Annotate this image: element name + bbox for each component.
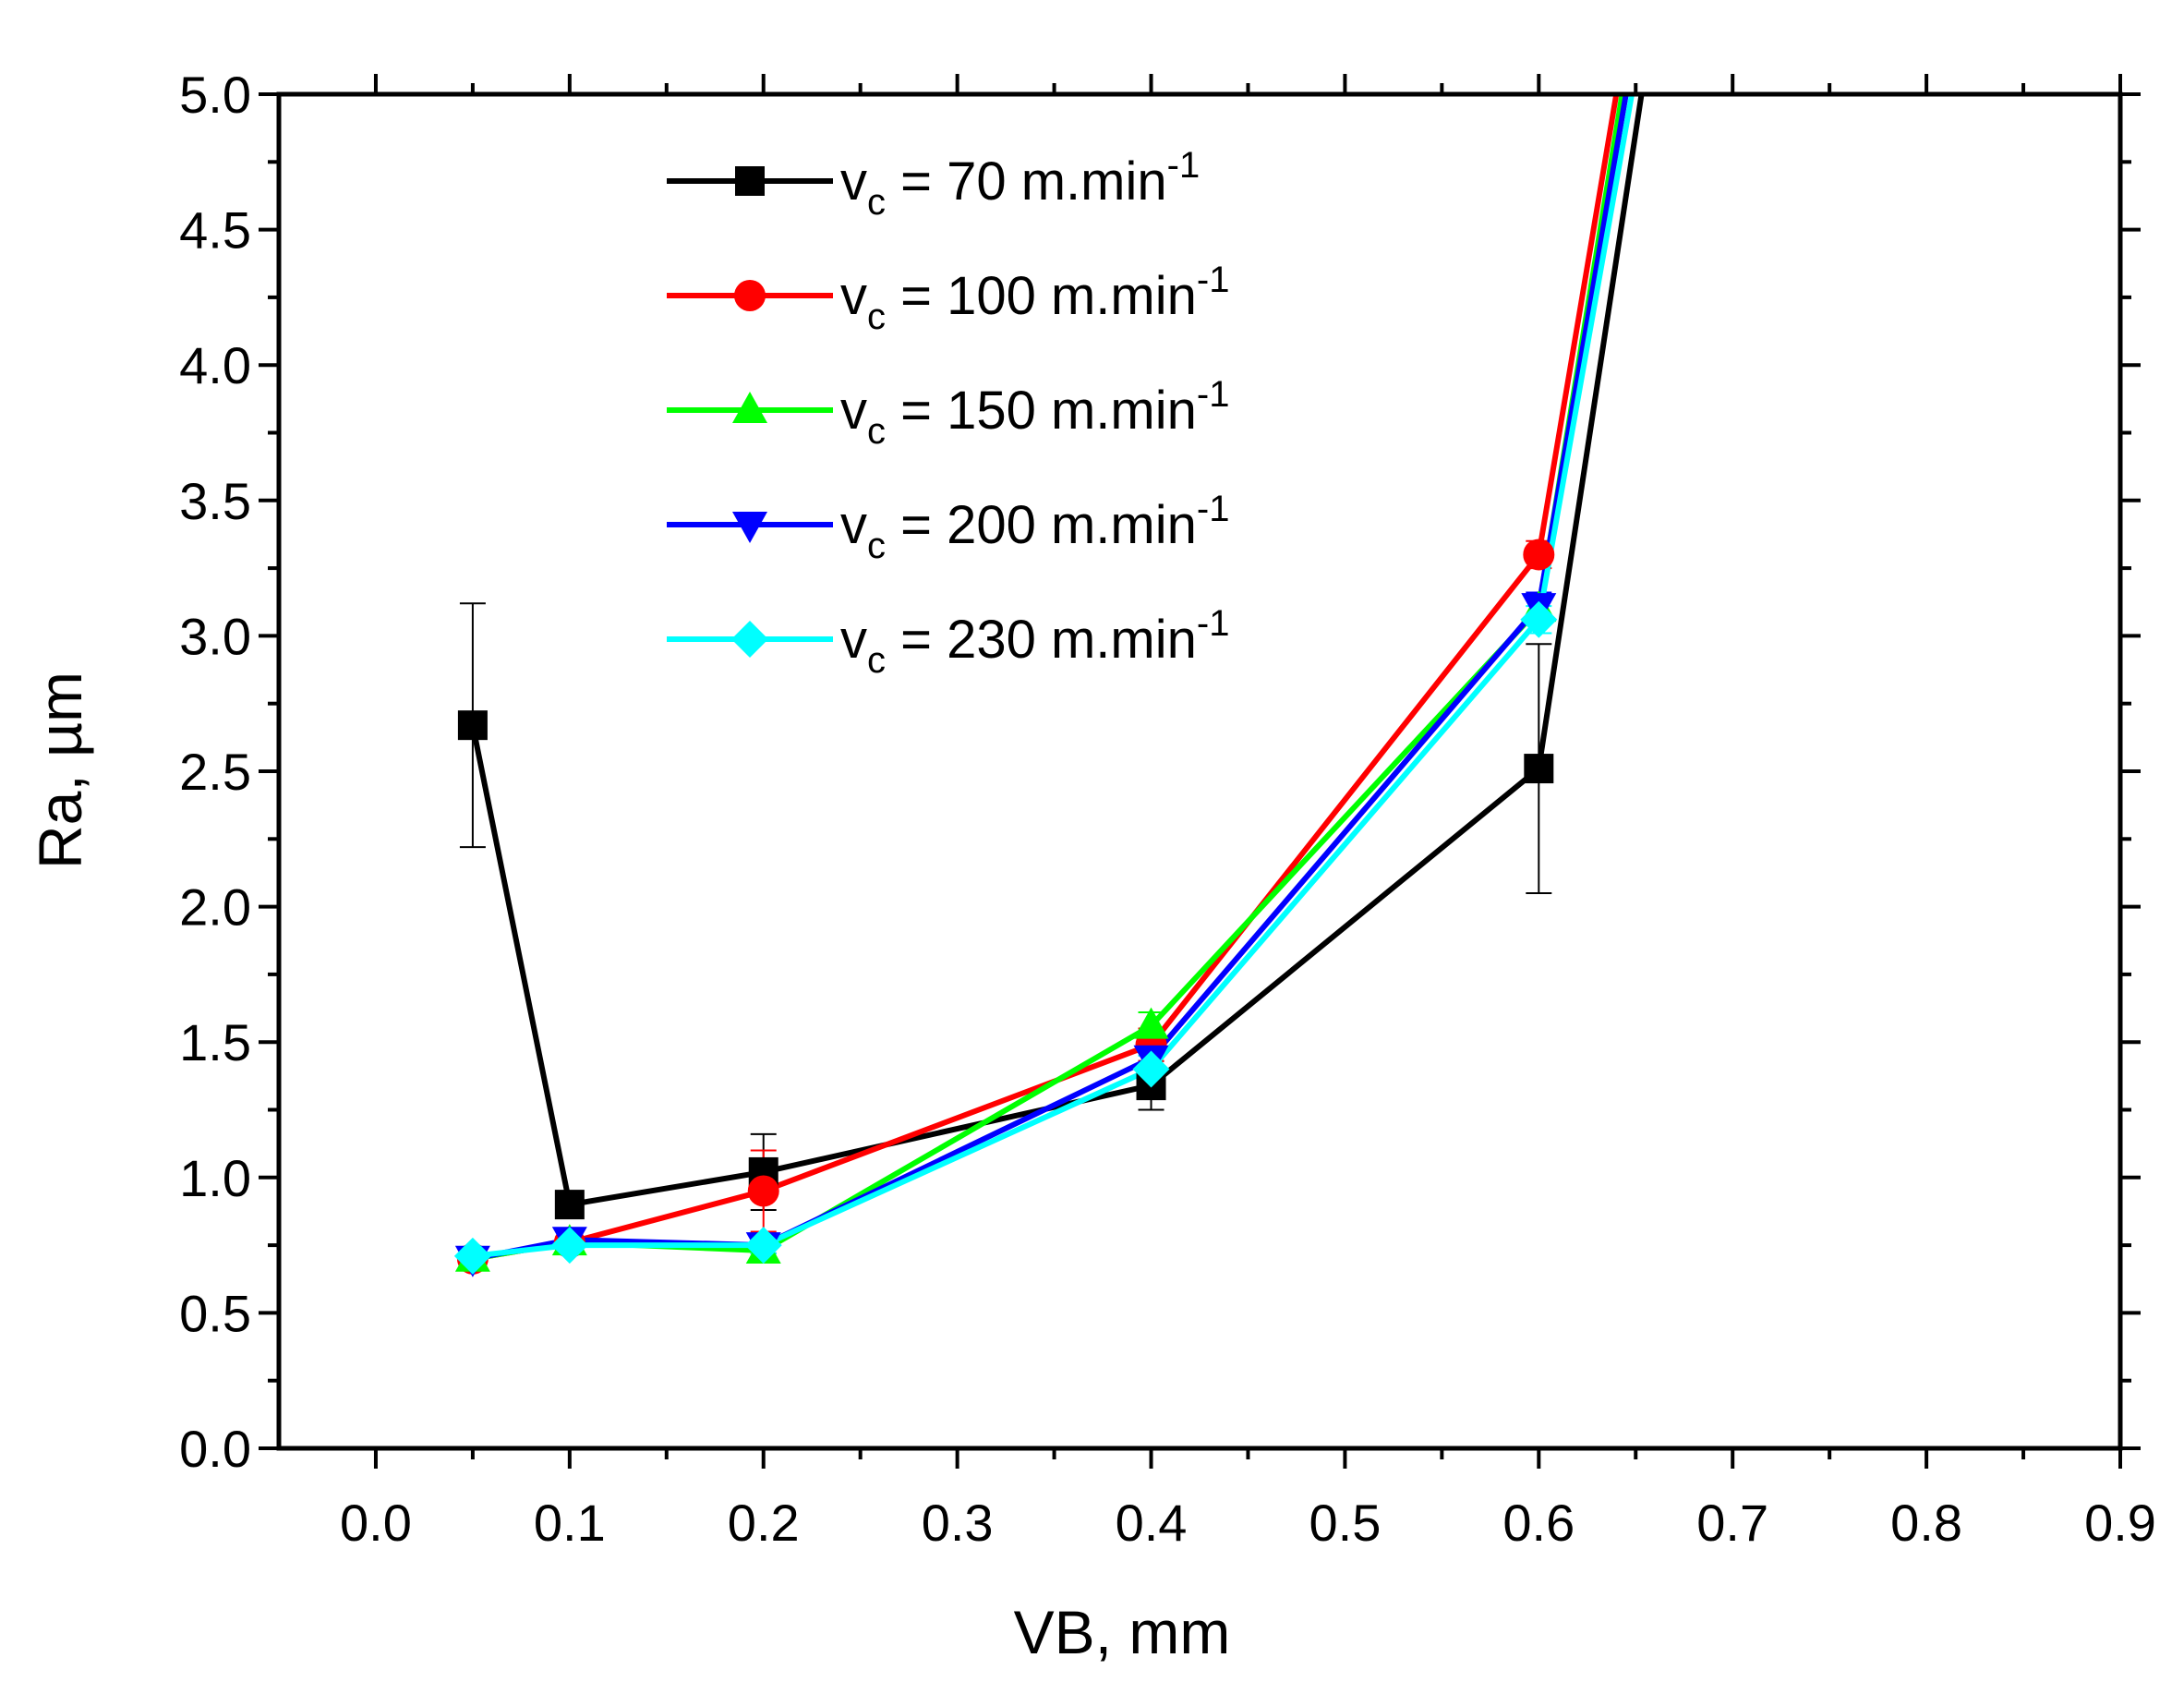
legend-marker	[732, 392, 767, 423]
data-point	[554, 1190, 585, 1220]
x-tick-label: 0.6	[1502, 1494, 1575, 1552]
data-point	[1132, 1050, 1170, 1088]
legend-label: vc = 230 m.min-1	[840, 603, 1229, 681]
y-axis-label: Ra, µm	[26, 672, 94, 869]
y-tick-label: 0.0	[179, 1420, 251, 1478]
x-axis-label: VB, mm	[1014, 1598, 1231, 1666]
legend-label: vc = 200 m.min-1	[840, 489, 1229, 566]
x-tick-label: 0.3	[922, 1494, 994, 1552]
x-tick-label: 0.8	[1890, 1494, 1962, 1552]
data-point	[1133, 1007, 1169, 1039]
legend-label: vc = 70 m.min-1	[840, 145, 1200, 223]
tick-labels: 0.0 0.1 0.2 0.3 0.4 0.5 0.6 0.7 0.8 0.9 0.0 0.5 1.0 1…	[179, 66, 2156, 1552]
data-point	[457, 710, 488, 741]
data-point	[453, 1237, 491, 1275]
legend-marker	[735, 166, 765, 196]
x-tick-label: 0.0	[340, 1494, 412, 1552]
x-tick-label: 0.5	[1309, 1494, 1381, 1552]
x-tick-label: 0.9	[2084, 1494, 2156, 1552]
y-tick-label: 1.0	[179, 1149, 251, 1207]
plot-frame	[276, 91, 2123, 1451]
legend: vc = 70 m.min-1 vc = 100 m.min-1 vc = 150 …	[667, 145, 1229, 681]
y-tick-label: 2.5	[179, 743, 251, 801]
data-point	[1523, 538, 1555, 571]
x-tick-label: 0.1	[534, 1494, 606, 1552]
data-point	[747, 1175, 779, 1207]
y-tick-label: 0.5	[179, 1284, 251, 1342]
data-point	[1524, 754, 1554, 784]
y-tick-label: 4.0	[179, 336, 251, 394]
x-tick-label: 0.2	[728, 1494, 800, 1552]
y-tick-label: 3.0	[179, 607, 251, 665]
series-line	[469, 94, 1645, 1208]
series-markers	[453, 538, 1558, 1277]
data-point	[744, 1227, 782, 1264]
legend-marker	[731, 621, 768, 658]
x-tick-label: 0.4	[1116, 1494, 1188, 1552]
y-tick-label: 2.0	[179, 878, 251, 937]
y-tick-label: 5.0	[179, 66, 251, 124]
legend-marker	[732, 512, 767, 543]
legend-marker	[734, 280, 766, 311]
y-tick-label: 1.5	[179, 1013, 251, 1071]
data-point	[550, 1227, 588, 1264]
y-tick-label: 4.5	[179, 201, 251, 260]
legend-label: vc = 150 m.min-1	[840, 374, 1229, 452]
data-point	[1520, 600, 1558, 638]
legend-label: vc = 100 m.min-1	[840, 260, 1229, 337]
x-tick-label: 0.7	[1696, 1494, 1768, 1552]
y-tick-label: 3.5	[179, 472, 251, 530]
